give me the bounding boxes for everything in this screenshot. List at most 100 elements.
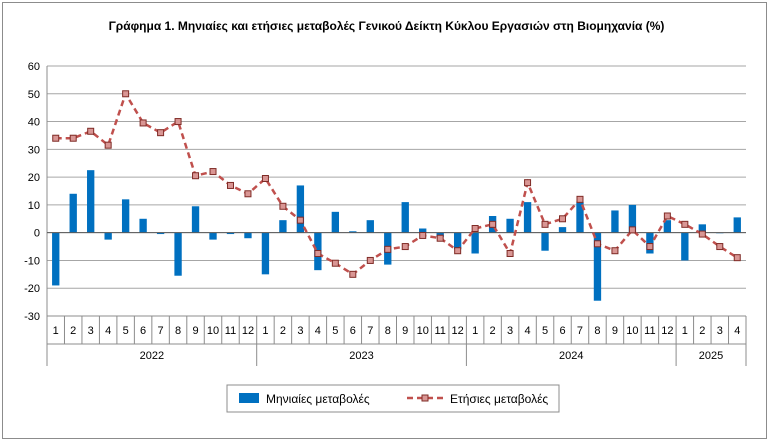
line-marker [366,256,374,264]
line-marker [296,216,304,224]
line-marker [261,175,269,182]
x-tick-label: 10 [417,325,429,337]
bar [104,232,112,240]
bar [401,202,409,233]
line-marker [401,243,409,251]
bar [593,232,602,301]
bar [663,220,672,233]
x-tick-label: 4 [315,325,321,337]
y-tick-label: 10 [28,200,40,212]
bar [296,185,305,233]
x-tick-label: 8 [175,325,181,337]
line-marker [646,243,654,251]
line-marker [733,254,741,262]
x-tick-label: 11 [644,325,655,337]
x-tick-label: 4 [105,325,111,337]
line-marker [349,270,357,278]
y-tick-label: 30 [28,144,40,156]
x-tick-label: 9 [402,325,408,337]
bar [611,210,619,233]
x-tick-label: 2 [490,325,496,337]
x-tick-label: 8 [594,325,600,337]
year-label: 2024 [559,350,583,362]
y-tick-label: 40 [28,117,40,129]
x-tick-label: 11 [434,325,445,337]
x-tick-label: 3 [717,325,723,337]
year-label: 2022 [140,350,164,362]
line-marker [174,118,182,126]
line-marker [314,250,322,257]
bar [261,232,270,275]
legend-bar-swatch [239,393,259,403]
bar [628,204,637,233]
bar [576,202,584,233]
bar [69,193,77,233]
x-tick-label: 7 [158,325,164,337]
bar [506,218,514,233]
bar [366,220,374,233]
x-tick-label: 8 [385,325,391,337]
legend-line-marker [421,394,429,402]
x-tick-label: 6 [140,325,146,337]
bar [523,202,532,233]
line-marker [226,181,234,189]
line-marker [331,259,339,267]
y-tick-label: 0 [34,228,40,240]
bar [121,199,130,233]
bar [244,232,252,239]
line-marker [454,247,462,255]
year-label: 2025 [699,350,723,362]
year-label: 2023 [349,350,373,362]
line-marker [541,220,549,228]
y-tick-label: 60 [28,61,40,73]
x-tick-label: 10 [626,325,638,337]
line-marker [139,119,147,127]
line-marker [524,179,532,187]
x-tick-label: 9 [192,325,198,337]
line-marker [628,226,636,234]
bar [681,232,689,261]
x-tick-label: 11 [225,325,236,337]
line-marker [157,129,165,137]
x-tick-label: 4 [734,325,740,337]
x-tick-label: 5 [123,325,129,337]
bar [87,170,95,233]
legend-box [226,384,560,413]
bar [191,206,200,233]
line-marker [192,172,200,180]
bar [331,211,340,233]
x-tick-label: 2 [280,325,286,337]
line-marker [69,134,77,142]
line-marker [663,212,671,220]
line-marker [279,202,287,210]
bar [541,232,549,251]
x-tick-label: 3 [297,325,303,337]
legend-label-annual: Ετήσιες μεταβολές [450,392,548,406]
x-tick-label: 2 [70,325,76,337]
line-marker [471,225,479,232]
x-tick-label: 5 [332,325,338,337]
line-marker [611,247,619,255]
y-tick-label: -30 [24,311,40,323]
bar [52,232,60,286]
line-marker [576,195,584,203]
bar [156,232,165,235]
line-marker [244,190,252,198]
bar [733,217,741,233]
line-marker [698,230,706,238]
bar [209,232,217,240]
y-tick-label: 20 [28,172,40,184]
line-marker [52,134,60,142]
x-tick-label: 6 [350,325,356,337]
line-marker [436,234,444,242]
line-marker [384,245,392,253]
x-tick-label: 1 [682,325,688,337]
x-tick-label: 7 [577,325,583,337]
x-tick-label: 4 [525,325,531,337]
bar [279,220,287,233]
x-tick-label: 12 [661,325,673,337]
legend-label-monthly: Μηνιαίες μεταβολές [266,392,370,406]
bar [174,232,182,276]
bar [419,228,427,233]
y-tick-label: 50 [28,89,40,101]
